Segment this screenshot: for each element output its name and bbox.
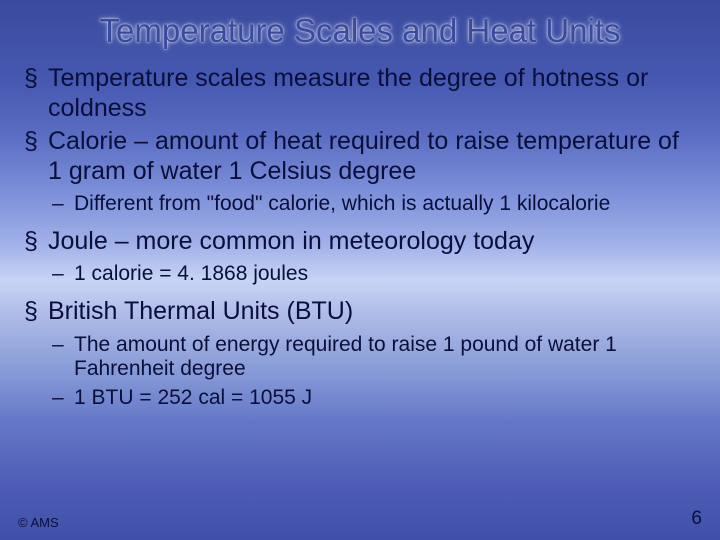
sub-bullet-list: The amount of energy required to raise 1… [48,333,696,411]
sub-bullet-item: 1 BTU = 252 cal = 1055 J [74,386,696,411]
bullet-text: Joule – more common in meteorology today [48,227,534,255]
slide-number: 6 [691,508,702,530]
bullet-text: Calorie – amount of heat required to rai… [48,127,679,185]
bullet-item: Temperature scales measure the degree of… [48,64,696,123]
bullet-text: British Thermal Units (BTU) [48,297,353,325]
bullet-item: British Thermal Units (BTU) The amount o… [48,297,696,411]
bullet-item: Joule – more common in meteorology today… [48,227,696,287]
sub-bullet-item: The amount of energy required to raise 1… [74,333,696,383]
footer-copyright: © AMS [18,515,59,530]
sub-bullet-item: Different from "food" calorie, which is … [74,192,696,217]
sub-bullet-list: 1 calorie = 4. 1868 joules [48,262,696,287]
sub-bullet-list: Different from "food" calorie, which is … [48,192,696,217]
bullet-text: Temperature scales measure the degree of… [48,64,648,122]
sub-bullet-text: Different from "food" calorie, which is … [74,192,610,215]
sub-bullet-text: The amount of energy required to raise 1… [74,333,617,381]
slide-title: Temperature Scales and Heat Units [0,0,720,56]
sub-bullet-text: 1 calorie = 4. 1868 joules [74,262,308,285]
slide-content: Temperature scales measure the degree of… [0,56,720,411]
sub-bullet-item: 1 calorie = 4. 1868 joules [74,262,696,287]
sub-bullet-text: 1 BTU = 252 cal = 1055 J [74,386,312,409]
bullet-item: Calorie – amount of heat required to rai… [48,127,696,217]
bullet-list: Temperature scales measure the degree of… [24,64,696,411]
